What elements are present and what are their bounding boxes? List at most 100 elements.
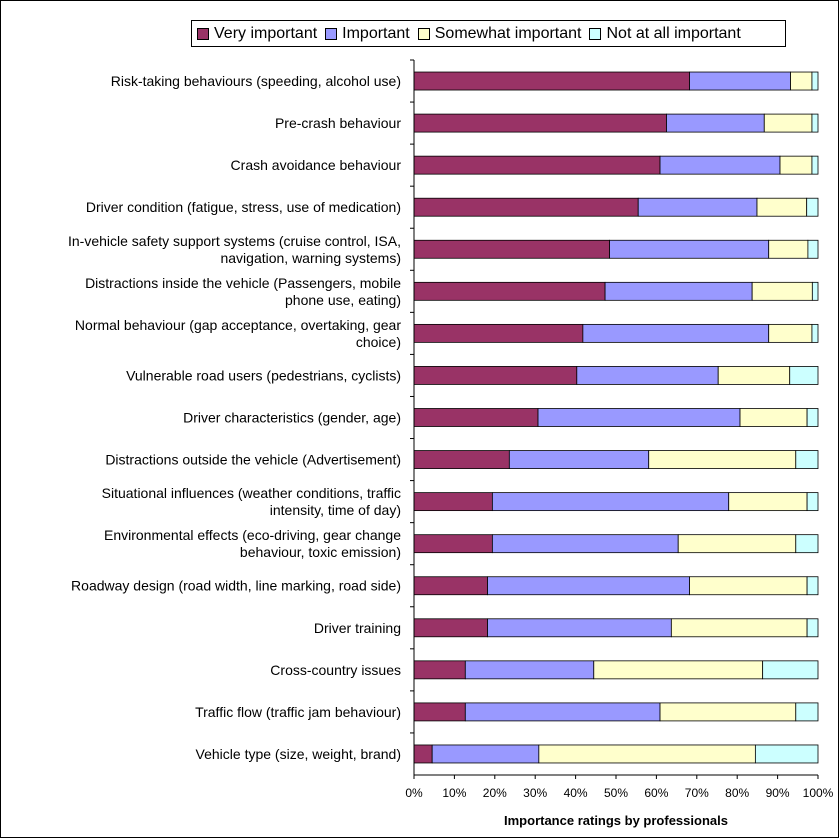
bar-segment — [806, 408, 819, 427]
bar-segment — [582, 323, 770, 343]
bar-segment — [487, 618, 672, 638]
legend-swatch — [325, 27, 338, 40]
category-label: behaviour, toxic emission) — [240, 544, 401, 560]
x-tick-label: 20% — [483, 786, 507, 800]
bar-segment — [413, 744, 433, 764]
bar-segment — [795, 534, 819, 554]
x-tick-label: 50% — [604, 786, 628, 800]
category-label: phone use, eating) — [285, 292, 401, 308]
bar-segment — [464, 702, 661, 722]
x-tick-label: 80% — [725, 786, 749, 800]
bar-segment — [811, 281, 819, 301]
legend-swatch — [589, 27, 602, 40]
bar-segment — [677, 534, 797, 554]
legend-swatch — [417, 27, 430, 40]
legend-item: Not at all important — [589, 24, 741, 43]
bar-segment — [768, 323, 813, 343]
legend-item: Important — [325, 25, 410, 43]
bar-segment — [413, 366, 578, 385]
bar-segment — [659, 702, 797, 722]
bar-segment — [464, 660, 595, 680]
bar-segment — [728, 492, 808, 512]
legend-item: Very important — [197, 25, 317, 43]
bar-segment — [593, 660, 764, 680]
bar-segment — [779, 155, 813, 175]
x-tick-label: 40% — [564, 786, 588, 800]
bar-segment — [689, 71, 791, 91]
bar-segment — [795, 450, 819, 469]
legend-swatch — [197, 27, 209, 40]
bar-segment — [491, 534, 679, 554]
bar-segment — [431, 744, 540, 764]
bar-segment — [413, 197, 639, 217]
bar-segment — [537, 408, 741, 427]
bar-segment — [811, 71, 819, 91]
bar-segment — [807, 239, 819, 259]
bar-segment — [413, 408, 539, 427]
bar-segment — [637, 197, 758, 217]
legend: Very important Important Somewhat importan… — [191, 20, 786, 47]
legend-label: Important — [342, 24, 410, 42]
category-label: Distractions outside the vehicle (Advert… — [105, 452, 401, 468]
category-label: Pre-crash behaviour — [275, 115, 401, 131]
category-label: Risk-taking behaviours (speeding, alcoho… — [111, 73, 401, 89]
x-tick-label: 0% — [405, 786, 423, 800]
bar-segment — [666, 113, 765, 133]
bar-segment — [768, 239, 809, 259]
legend-label: Very important — [214, 24, 318, 42]
bar-segment — [648, 450, 797, 469]
bar-segment — [413, 281, 606, 301]
x-tick-label: 70% — [685, 786, 709, 800]
bar-segment — [763, 113, 813, 133]
category-label: Distractions inside the vehicle (Passeng… — [85, 275, 401, 291]
x-tick-label: 10% — [442, 786, 466, 800]
category-label: Normal behaviour (gap acceptance, overta… — [75, 317, 401, 333]
bar-segment — [806, 197, 819, 217]
bar-segment — [413, 576, 488, 596]
category-label: Roadway design (road width, line marking… — [71, 578, 401, 594]
bar-segment — [538, 744, 756, 764]
x-tick-label: 60% — [644, 786, 668, 800]
bar-segment — [491, 492, 730, 512]
category-label: Environmental effects (eco-driving, gear… — [104, 527, 401, 543]
category-label: In-vehicle safety support systems (cruis… — [68, 233, 401, 249]
x-tick-label: 30% — [523, 786, 547, 800]
bar-segment — [811, 155, 819, 175]
bar-segment — [413, 323, 584, 343]
bar-segment — [659, 155, 781, 175]
bar-segment — [795, 702, 819, 722]
bar-segment — [413, 702, 466, 722]
bar-segment — [604, 281, 753, 301]
bar-segment — [413, 155, 661, 175]
bar-segment — [413, 660, 466, 680]
bar-segment — [789, 366, 819, 385]
bar-segment — [762, 660, 819, 680]
bar-segment — [413, 534, 493, 554]
bar-segment — [754, 744, 819, 764]
category-label: navigation, warning systems) — [220, 250, 401, 266]
category-label: Crash avoidance behaviour — [231, 157, 402, 173]
legend-label: Somewhat important — [434, 24, 582, 42]
bar-segment — [756, 197, 808, 217]
bar-segment — [806, 492, 819, 512]
bar-segment — [806, 618, 819, 638]
bar-segment — [413, 492, 493, 512]
bar-segment — [717, 366, 791, 385]
category-label: Driver condition (fatigue, stress, use o… — [86, 199, 401, 215]
category-label: Driver training — [314, 620, 401, 636]
bar-segment — [811, 113, 819, 133]
category-label: Cross-country issues — [270, 662, 401, 678]
bar-segment — [790, 71, 813, 91]
bar-segment — [689, 576, 808, 596]
category-label: Vehicle type (size, weight, brand) — [196, 746, 401, 762]
bar-segment — [811, 323, 819, 343]
bar-segment — [487, 576, 690, 596]
bar-segment — [751, 281, 813, 301]
x-axis-title: Importance ratings by professionals — [504, 813, 728, 828]
bar-segment — [806, 576, 819, 596]
category-label: Driver characteristics (gender, age) — [183, 410, 401, 426]
legend-label: Not at all important — [606, 24, 741, 42]
bar-segment — [413, 450, 510, 469]
bar-segment — [413, 239, 610, 259]
